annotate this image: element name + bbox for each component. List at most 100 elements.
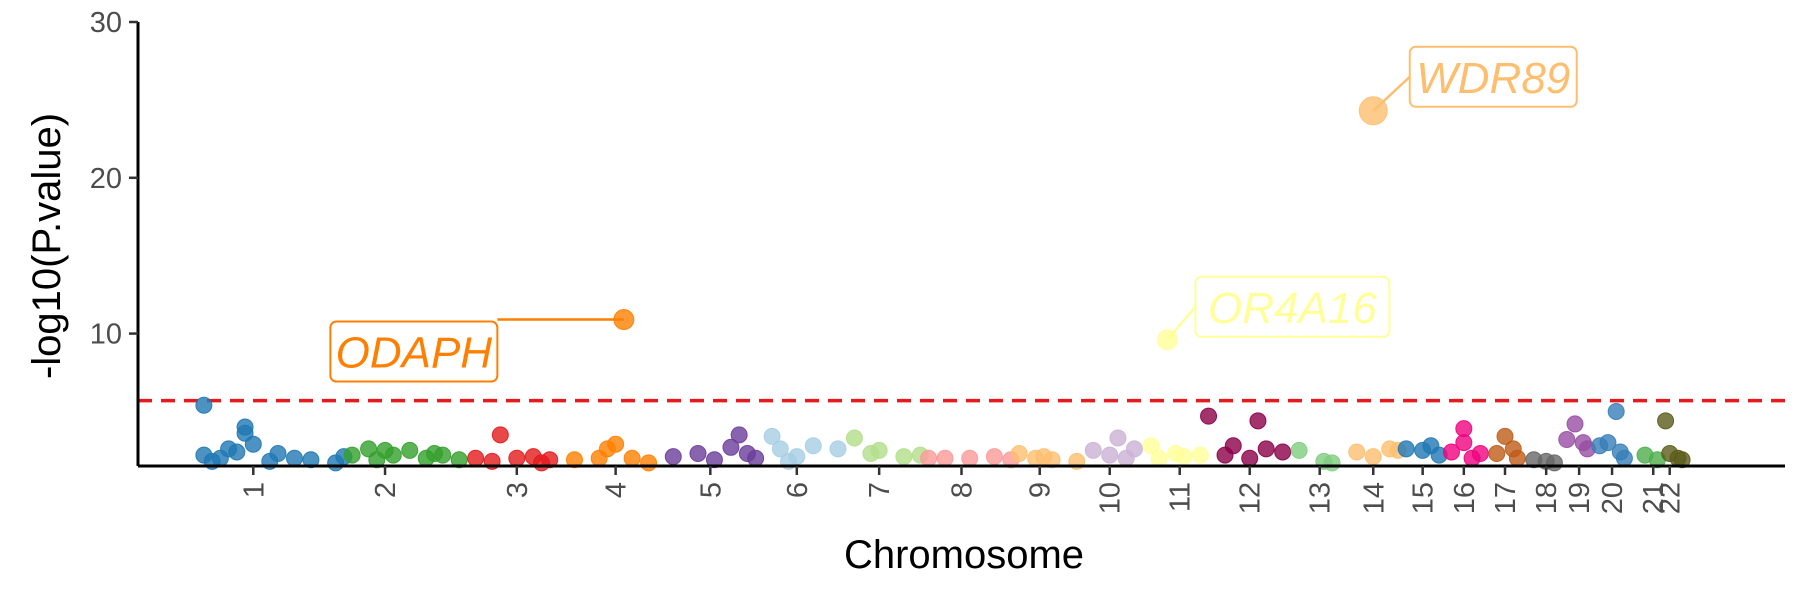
data-point-chr12: [1241, 449, 1259, 467]
data-point-chr17: [1508, 449, 1526, 467]
data-point-chr6: [763, 427, 781, 445]
data-point-chr1: [269, 445, 287, 463]
data-point-chr14: [1348, 443, 1366, 461]
x-tick-label-chr2: 2: [370, 482, 402, 498]
x-tick-label-chr5: 5: [695, 482, 727, 498]
data-point-chr15: [1397, 440, 1415, 458]
data-point-chr7: [845, 429, 863, 447]
x-tick-label-chr11: 11: [1165, 482, 1197, 512]
data-point-chr6: [804, 437, 822, 455]
data-point-chr14: [1364, 448, 1382, 466]
x-tick-label-chr22: 22: [1655, 482, 1687, 514]
annotation-label-wdr89: WDR89: [1416, 54, 1570, 103]
data-point-chr8: [920, 449, 938, 467]
x-tick-label-chr3: 3: [502, 482, 534, 498]
data-point-chr2: [368, 451, 386, 469]
x-tick-label-chr1: 1: [238, 482, 270, 498]
data-point-chr13: [1290, 441, 1308, 459]
data-point-chr4: [640, 454, 658, 472]
y-tick-label: 30: [90, 7, 122, 39]
data-point-chr4: [565, 451, 583, 469]
x-tick-label-chr21: 21: [1638, 482, 1670, 514]
data-point-chr6: [771, 440, 789, 458]
data-point-chr2: [417, 449, 435, 467]
x-tick-label-chr17: 17: [1490, 482, 1522, 514]
data-point-chr11: [1191, 446, 1209, 464]
gene-annotations: ODAPH OR4A16 WDR89: [329, 45, 1578, 383]
x-tick-label-chr10: 10: [1095, 482, 1127, 514]
data-point-chr6: [829, 440, 847, 458]
y-axis-title: -log10(P.value): [25, 113, 69, 379]
x-tick-label-chr8: 8: [947, 482, 979, 498]
data-point-chr20: [1607, 402, 1625, 420]
data-point-chr3: [508, 449, 526, 467]
data-point-chr10: [1101, 446, 1119, 464]
data-point-chr8: [961, 449, 979, 467]
data-point-chr16: [1471, 445, 1489, 463]
data-point-chr11: [1150, 449, 1168, 467]
y-tick-label: 10: [90, 319, 122, 351]
annotation-box-odaph: [329, 320, 499, 383]
annotation-box-or4a16: [1194, 275, 1391, 338]
data-point-chr9: [1010, 445, 1028, 463]
annotation-leader-wdr89: [1372, 75, 1411, 112]
data-point-chr12: [1216, 446, 1234, 464]
data-point-chr12: [1249, 412, 1267, 430]
x-tick-label-chr15: 15: [1408, 482, 1440, 514]
data-point-chr22: [1657, 412, 1675, 430]
data-point-chr5: [664, 448, 682, 466]
data-point-chr2: [343, 446, 361, 464]
y-tick-label: 20: [90, 163, 122, 195]
x-tick-label-chr20: 20: [1597, 482, 1629, 514]
x-tick-label-chr13: 13: [1305, 482, 1337, 514]
data-point-chr11: [1175, 448, 1193, 466]
data-point-chr12: [1200, 407, 1218, 425]
annotation-leader-or4a16: [1166, 306, 1197, 341]
data-point-chr2: [434, 446, 452, 464]
data-point-chr1: [285, 449, 303, 467]
x-tick-label-chr16: 16: [1449, 482, 1481, 514]
data-point-chr5: [747, 449, 765, 467]
data-point-chr7: [862, 445, 880, 463]
x-tick-label-chr12: 12: [1235, 482, 1267, 514]
data-point-chr10: [1117, 449, 1135, 467]
data-point-chr22: [1673, 451, 1691, 469]
data-point-chr5: [705, 451, 723, 469]
data-points: [195, 96, 1691, 472]
data-point-chr5: [722, 438, 740, 456]
data-point-chr8: [985, 448, 1003, 466]
data-point-chr2: [401, 441, 419, 459]
data-point-chr3: [467, 449, 485, 467]
x-tick-label-chr14: 14: [1358, 482, 1390, 514]
x-tick-label-chr9: 9: [1025, 482, 1057, 498]
data-point-chr1: [302, 451, 320, 469]
x-axis-title: Chromosome: [844, 533, 1084, 577]
data-point-chr2: [384, 446, 402, 464]
data-point-chr20: [1599, 434, 1617, 452]
data-point-chr12: [1257, 440, 1275, 458]
data-point-chr16: [1442, 443, 1460, 461]
annotation-label-or4a16: OR4A16: [1208, 284, 1377, 333]
data-point-chr19: [1558, 431, 1576, 449]
data-point-chr7: [895, 448, 913, 466]
data-point-chr4: [598, 440, 616, 458]
x-tick-label-chr19: 19: [1564, 482, 1596, 514]
data-point-chr2: [450, 451, 468, 469]
annotation-label-odaph: ODAPH: [336, 329, 493, 378]
data-point-chr20: [1615, 449, 1633, 467]
data-point-chr3: [533, 454, 551, 472]
annotation-box-wdr89: [1408, 45, 1578, 108]
x-tick-label-chr6: 6: [782, 482, 814, 498]
x-tick-label-chr7: 7: [864, 482, 896, 498]
data-point-chr11: [1142, 437, 1160, 455]
data-point-chr17: [1488, 445, 1506, 463]
data-point-chr5: [689, 445, 707, 463]
data-point-chr1: [228, 443, 246, 461]
data-point-chr5: [730, 426, 748, 444]
data-point-chr12: [1274, 443, 1292, 461]
data-point-chr17: [1496, 427, 1514, 445]
data-point-chr13: [1323, 454, 1341, 472]
data-point-chr16: [1455, 434, 1473, 452]
